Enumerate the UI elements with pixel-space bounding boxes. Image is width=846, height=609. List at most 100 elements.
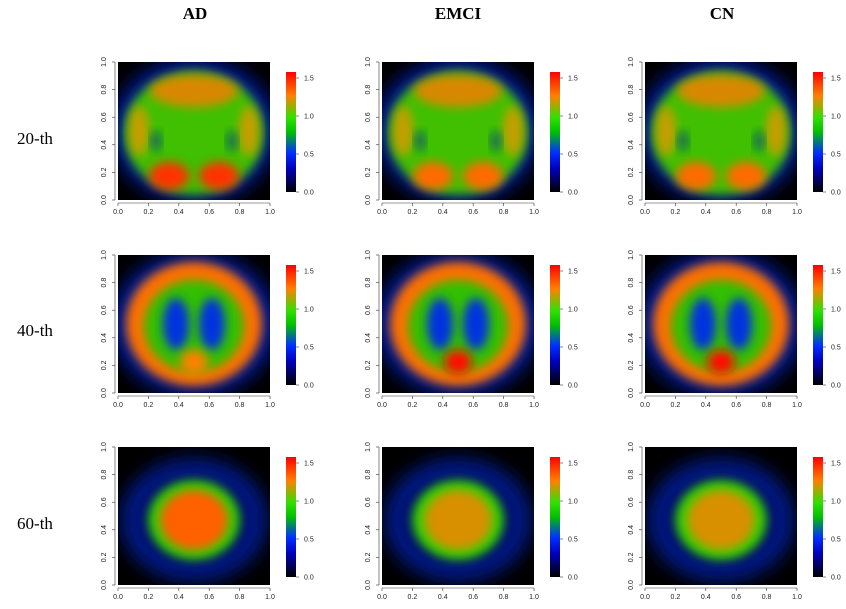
colorbar: [813, 457, 823, 577]
heatmap: [639, 252, 803, 396]
y-tick-label: 0.8: [365, 85, 372, 95]
y-tick-label: 0.8: [628, 278, 635, 288]
side-l: [129, 106, 149, 156]
row-label: 60-th: [17, 514, 53, 533]
panel: 0.00.00.20.20.40.40.60.60.80.81.01.00.00…: [365, 442, 578, 601]
y-tick-label: 1.0: [628, 442, 635, 452]
colorbar: [286, 265, 296, 385]
x-tick-label: 0.4: [701, 402, 711, 409]
x-tick-label: 0.0: [377, 209, 387, 216]
side-r: [239, 106, 259, 156]
heatmap: [376, 252, 540, 396]
cortex-low-r: [726, 162, 766, 190]
x-tick-label: 0.6: [204, 209, 214, 216]
dark-r: [227, 131, 237, 151]
colorbar-tick-label: 0.5: [568, 537, 578, 544]
y-tick-label: 0.2: [628, 360, 635, 370]
x-tick-label: 0.8: [499, 594, 509, 601]
x-tick-label: 0.0: [640, 594, 650, 601]
x-tick-label: 0.8: [499, 209, 509, 216]
x-tick-label: 0.8: [499, 402, 509, 409]
post: [444, 350, 472, 374]
panel: 0.00.00.20.20.40.40.60.60.80.81.01.00.00…: [365, 57, 578, 216]
y-tick-label: 0.6: [628, 497, 635, 507]
y-tick-label: 0.2: [101, 167, 108, 177]
x-tick-label: 0.8: [235, 402, 245, 409]
x-tick-label: 0.8: [235, 594, 245, 601]
colorbar-tick-label: 0.0: [568, 575, 578, 582]
colorbar-tick-label: 1.0: [831, 114, 841, 121]
vent-l: [427, 298, 453, 350]
x-tick-label: 0.0: [113, 209, 123, 216]
x-tick-label: 0.6: [204, 594, 214, 601]
row-label: 20-th: [17, 129, 53, 148]
x-tick-label: 1.0: [265, 209, 275, 216]
figure: ADEMCICN20-th40-th60-th0.00.00.20.20.40.…: [0, 0, 846, 609]
colorbar-tick-label: 1.5: [831, 76, 841, 83]
y-tick-label: 0.0: [101, 195, 108, 205]
x-tick-label: 0.2: [671, 402, 681, 409]
cortex-top: [677, 75, 765, 107]
colorbar-tick-label: 1.5: [568, 461, 578, 468]
row-label: 40-th: [17, 321, 53, 340]
y-tick-label: 0.0: [101, 580, 108, 590]
y-tick-label: 0.0: [628, 388, 635, 398]
heatmap: [639, 59, 803, 203]
colorbar-tick-label: 0.5: [304, 537, 314, 544]
x-tick-label: 0.2: [144, 402, 154, 409]
colorbar-tick-label: 1.0: [568, 499, 578, 506]
column-title: CN: [710, 4, 735, 23]
dark-r: [754, 131, 764, 151]
x-tick-label: 1.0: [792, 209, 802, 216]
post: [707, 350, 735, 374]
y-tick-label: 0.4: [628, 140, 635, 150]
x-tick-label: 0.0: [640, 402, 650, 409]
y-tick-label: 0.0: [365, 195, 372, 205]
x-tick-label: 0.6: [731, 594, 741, 601]
colorbar-tick-label: 1.0: [568, 114, 578, 121]
core: [424, 490, 492, 550]
colorbar-tick-label: 1.5: [568, 269, 578, 276]
core: [687, 490, 755, 550]
cortex-low-l: [413, 162, 453, 190]
colorbar: [813, 265, 823, 385]
y-tick-label: 0.8: [628, 470, 635, 480]
colorbar-tick-label: 0.5: [831, 345, 841, 352]
y-tick-label: 0.8: [101, 85, 108, 95]
colorbar-tick-label: 1.0: [568, 307, 578, 314]
x-tick-label: 1.0: [265, 594, 275, 601]
x-tick-label: 0.2: [408, 594, 418, 601]
colorbar: [550, 72, 560, 192]
colorbar-tick-label: 1.0: [304, 307, 314, 314]
core: [160, 490, 228, 550]
y-tick-label: 0.2: [628, 167, 635, 177]
vent-r: [463, 298, 489, 350]
vent-l: [163, 298, 189, 350]
x-tick-label: 0.2: [671, 594, 681, 601]
y-tick-label: 0.4: [101, 333, 108, 343]
x-tick-label: 0.4: [701, 209, 711, 216]
side-r: [503, 106, 523, 156]
x-tick-label: 0.4: [174, 209, 184, 216]
x-tick-label: 0.8: [762, 402, 772, 409]
y-tick-label: 0.2: [101, 552, 108, 562]
y-tick-label: 0.4: [365, 333, 372, 343]
x-tick-label: 0.4: [174, 594, 184, 601]
y-tick-label: 0.2: [101, 360, 108, 370]
side-l: [393, 106, 413, 156]
y-tick-label: 0.4: [365, 525, 372, 535]
heatmap: [112, 252, 276, 396]
heatmap: [376, 59, 540, 203]
cortex-low-r: [199, 162, 239, 190]
colorbar-tick-label: 0.0: [831, 383, 841, 390]
x-tick-label: 0.6: [468, 594, 478, 601]
y-tick-label: 0.2: [365, 167, 372, 177]
y-tick-label: 0.8: [365, 278, 372, 288]
x-tick-label: 0.8: [762, 594, 772, 601]
x-tick-label: 0.0: [113, 402, 123, 409]
colorbar: [550, 265, 560, 385]
x-tick-label: 0.0: [377, 402, 387, 409]
colorbar: [550, 457, 560, 577]
heatmap: [647, 458, 795, 582]
y-tick-label: 0.8: [101, 278, 108, 288]
